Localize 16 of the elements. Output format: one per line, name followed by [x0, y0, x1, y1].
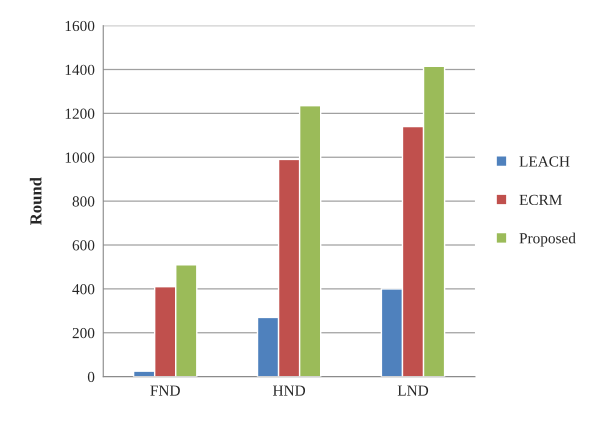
legend-label: LEACH [519, 156, 570, 167]
y-tick-label: 0 [88, 372, 94, 382]
y-tick-label: 1600 [66, 20, 94, 32]
y-axis-title: Round [30, 177, 42, 225]
legend-label: Proposed [519, 232, 576, 247]
legend-label: ECRM [519, 194, 562, 206]
x-tick-label: FND [150, 386, 180, 396]
y-tick-label: 1400 [66, 64, 94, 75]
x-tick-label: LND [398, 386, 428, 396]
y-tick-label: 600 [72, 240, 94, 250]
y-tick-label: 800 [72, 196, 94, 207]
y-tick-label: 200 [72, 328, 94, 338]
y-tick-label: 1200 [66, 108, 94, 119]
x-tick-label: HND [272, 386, 306, 396]
y-tick-label: 400 [72, 284, 94, 294]
y-tick-label: 1000 [66, 152, 94, 163]
